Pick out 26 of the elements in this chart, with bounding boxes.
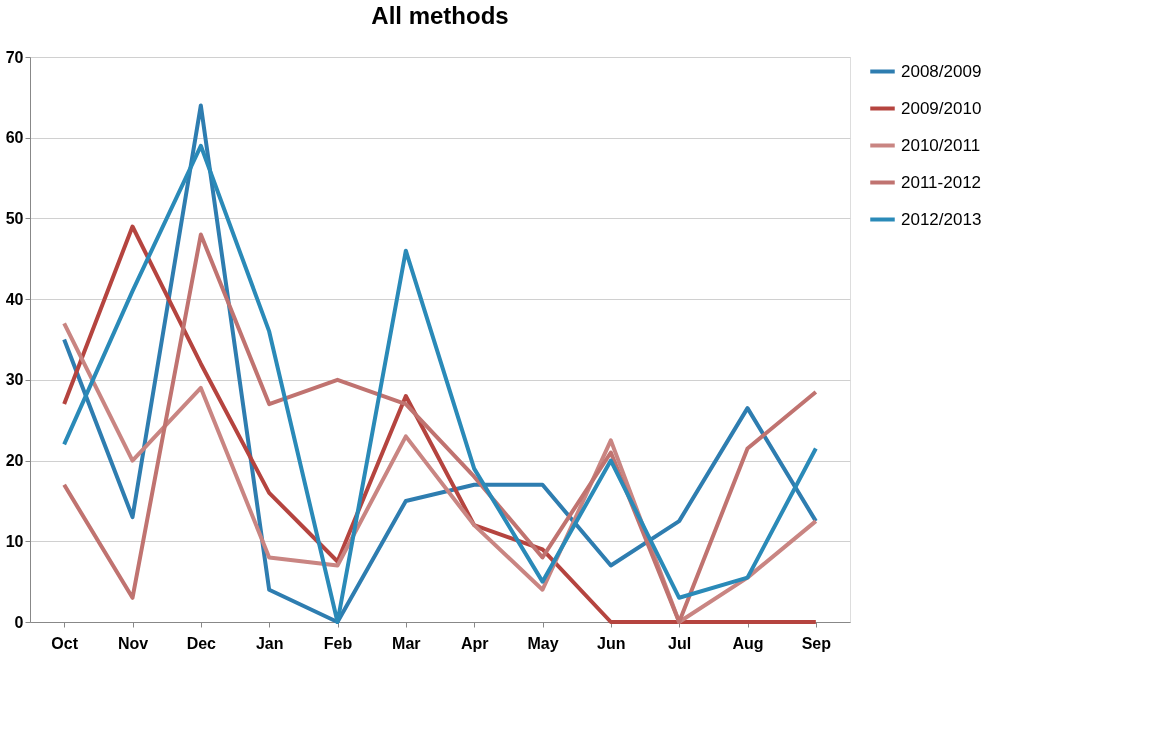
legend-label: 2009/2010 xyxy=(901,98,982,118)
y-tick-label: 50 xyxy=(5,209,24,227)
x-tick-label: Jun xyxy=(597,634,626,652)
x-tick-label: Sep xyxy=(801,634,832,652)
chart-title: All methods xyxy=(371,2,509,29)
y-tick-label: 10 xyxy=(5,532,24,550)
legend-label: 2008/2009 xyxy=(901,61,982,81)
y-tick-label: 30 xyxy=(5,371,24,389)
x-tick-label: May xyxy=(527,634,559,652)
y-tick-label: 0 xyxy=(14,613,24,631)
x-tick-label: Feb xyxy=(323,634,353,652)
x-tick-label: Apr xyxy=(460,634,489,652)
y-tick-label: 70 xyxy=(5,48,24,66)
legend-label: 2012/2013 xyxy=(901,209,982,229)
x-tick-label: Mar xyxy=(392,634,421,652)
x-tick-label: Nov xyxy=(117,634,149,652)
x-tick-label: Aug xyxy=(732,634,764,652)
y-tick-label: 20 xyxy=(5,452,24,470)
x-tick-label: Oct xyxy=(51,634,79,652)
y-tick-label: 60 xyxy=(5,129,24,147)
y-tick-label: 40 xyxy=(5,290,24,308)
x-tick-label: Dec xyxy=(186,634,217,652)
x-tick-label: Jul xyxy=(668,634,692,652)
legend-label: 2011-2012 xyxy=(901,172,982,192)
x-tick-label: Jan xyxy=(255,634,284,652)
legend-label: 2010/2011 xyxy=(901,135,981,155)
